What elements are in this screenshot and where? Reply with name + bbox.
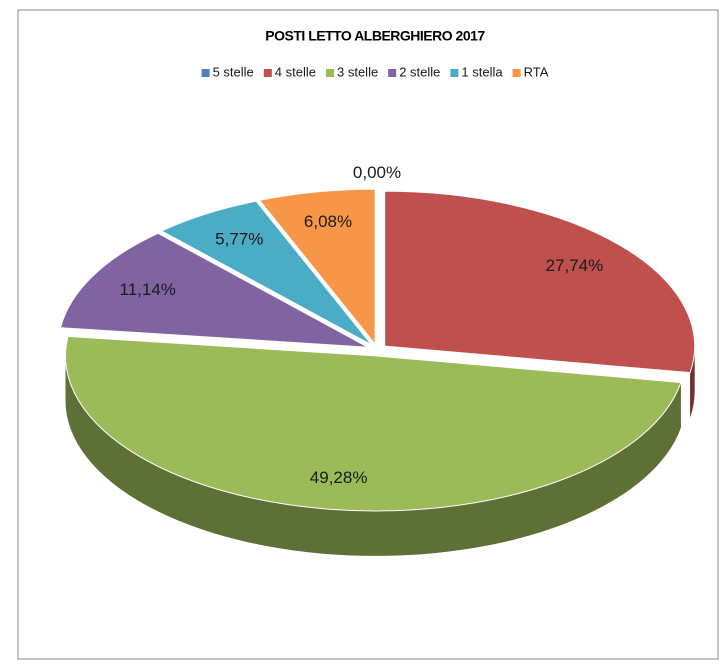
- legend-label: 4 stelle: [275, 64, 316, 79]
- slice-side: [690, 346, 695, 418]
- data-label: 5,77%: [215, 230, 263, 249]
- slice-side: [65, 355, 681, 556]
- slice: [65, 335, 682, 512]
- legend-swatch: [512, 69, 521, 77]
- legend-swatch: [325, 69, 334, 77]
- slice: [59, 232, 369, 348]
- chart-title: POSTI LETTO ALBERGHIERO 2017: [265, 28, 485, 44]
- legend-label: 1 stella: [461, 64, 503, 79]
- slice-side-shade: [65, 355, 681, 556]
- data-label: 0,00%: [353, 163, 401, 182]
- legend-label: RTA: [524, 64, 549, 79]
- legend-swatch: [263, 69, 272, 77]
- slice: [258, 188, 376, 346]
- legend-swatch: [450, 69, 459, 77]
- legend-swatch: [201, 69, 210, 77]
- legend-label: 3 stelle: [337, 64, 378, 79]
- data-label: 6,08%: [304, 212, 352, 231]
- data-label: 27,74%: [546, 256, 604, 275]
- data-label: 11,14%: [120, 280, 176, 299]
- legend-label: 2 stelle: [399, 64, 440, 79]
- slice: [384, 190, 696, 374]
- legend-label: 5 stelle: [213, 64, 254, 79]
- slice-side-shade: [690, 346, 695, 418]
- legend-swatch: [388, 69, 397, 77]
- slice: [160, 200, 373, 346]
- data-label: 49,28%: [310, 468, 368, 487]
